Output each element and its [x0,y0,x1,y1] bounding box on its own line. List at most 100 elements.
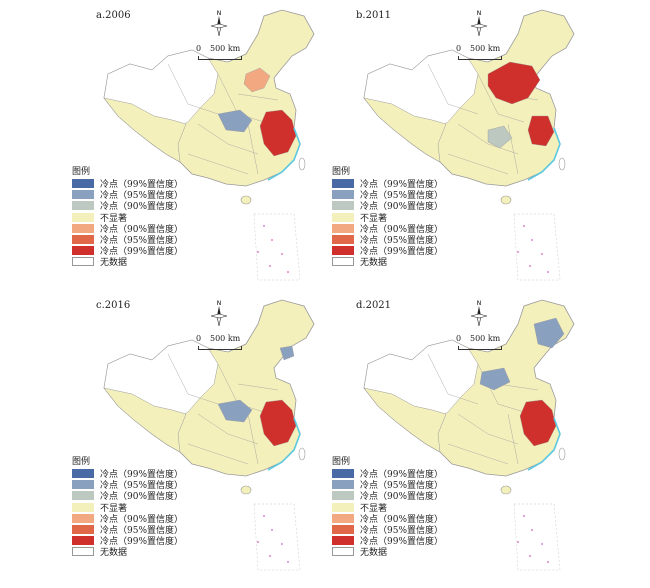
island-dot [541,253,543,255]
north-arrow [217,16,221,26]
legend-item: 冷点（95%置信度） [332,234,444,247]
legend-item: 冷点（90%置信度） [332,513,443,525]
panel-title: c.2016 [96,300,131,311]
legend-label: 无数据 [360,258,388,269]
china-map [103,9,315,281]
legend-swatch [332,190,354,200]
legend-item: 冷点（99%置信度） [72,178,183,190]
map-panel-2006: a.2006 N 0 500 km 图例 冷点（99%置信度） 冷点（95%置信度）… [68,4,328,289]
scale-line [458,346,502,350]
boundary-line [197,123,259,155]
coldspot-center [217,399,253,423]
map-panel-2016: c.2016 N 0 500 km 图例 冷点（99%置信度） 冷点（95%置信度）… [68,294,328,579]
legend-swatch [332,257,354,267]
legend-swatch [332,513,354,523]
island-dot [269,555,271,557]
legend-item: 冷点（99%置信度） [72,535,184,548]
coldspot-north [479,367,511,391]
legend-item: 冷点（99%置信度） [332,178,444,191]
coastline [267,417,301,471]
legend-item: 不显著 [332,212,443,224]
legend-item: 冷点（95%置信度） [72,524,183,536]
legend-swatch [332,469,354,479]
legend-swatch [332,502,354,512]
hainan-island [240,195,252,205]
legend-label: 无数据 [100,548,128,559]
boundary-line [427,63,479,115]
island-dot [281,543,283,545]
scale-label: 500 km [470,334,501,343]
legend-item: 冷点（90%置信度） [72,490,183,502]
coastline [527,127,561,181]
map-panel-2021: d.2021 N 0 500 km 图例 冷点（99%置信度） 冷点（95%置信度）… [328,294,588,579]
legend: 图例 冷点（99%置信度） 冷点（95%置信度） 冷点（90%置信度） 不显著 冷点（90… [332,454,443,558]
south-sea-boundary [253,503,301,571]
island-dot [529,265,531,267]
island-dot [271,529,273,531]
legend-item: 无数据 [72,546,183,559]
legend-label: 无数据 [100,258,128,269]
china-map [363,9,575,281]
north-label: N [477,300,482,307]
north-arrow [477,306,481,316]
legend-swatch [72,480,94,490]
scale-line [198,346,242,350]
island-dot [531,529,533,531]
scale-label: 500 km [470,44,501,53]
hainan-island [240,485,252,495]
island-dot [287,271,289,273]
boundary-line [167,63,219,115]
legend-item: 不显著 [72,502,183,514]
island-dot [271,239,273,241]
island-dot [529,555,531,557]
legend-item: 不显著 [332,502,443,514]
scale-bar: 0 500 km [456,334,526,352]
legend-swatch [332,235,354,245]
hainan-island [500,485,512,495]
legend-item: 冷点（90%置信度） [72,513,183,525]
legend-item: 冷点（90%置信度） [332,490,443,502]
legend-label: 不显著 [100,213,128,224]
boundary-line [427,353,479,405]
legend-label: 冷点（99%置信度） [100,537,184,548]
hainan-island [500,195,512,205]
legend-item: 冷点（90%置信度） [72,223,183,235]
legend-swatch [72,525,94,535]
map-layers [363,9,575,281]
legend-item: 冷点（90%置信度） [72,200,183,212]
legend: 图例 冷点（99%置信度） 冷点（95%置信度） 冷点（90%置信度） 不显著 冷点（90… [332,164,443,268]
legend-label: 冷点（99%置信度） [360,180,444,191]
island-dot [517,251,519,253]
legend-item: 冷点（95%置信度） [72,189,183,201]
hotspot-north [243,67,271,93]
legend-item: 冷点（99%置信度） [332,245,443,257]
legend-swatch [72,212,94,222]
coldspot-northeast [533,317,565,349]
legend-label: 冷点（95%置信度） [360,236,444,247]
island-dot [523,515,525,517]
coastline [267,127,301,181]
scale-line [458,56,502,60]
island-dot [257,541,259,543]
region-not-significant [103,387,187,453]
legend-label: 冷点（99%置信度） [100,470,184,481]
taiwan-island [298,157,306,171]
legend-label: 无数据 [360,548,388,559]
legend-label: 不显著 [360,213,388,224]
legend-label: 冷点（99%置信度） [100,247,184,258]
scale-zero: 0 [456,334,462,343]
legend-swatch [332,525,354,535]
taiwan-island [558,157,566,171]
legend-swatch [332,491,354,501]
boundary-line [237,93,279,101]
legend-label: 冷点（95%置信度） [100,236,184,247]
legend-swatch [332,536,354,546]
scale-zero: 0 [456,44,462,53]
boundary-line [447,153,509,175]
hotspot-east [259,399,297,447]
map-layers [103,9,315,281]
legend-title: 图例 [332,167,351,177]
north-arrow-icon: N [208,8,230,38]
legend-item: 冷点（95%置信度） [332,189,443,201]
island-dot [517,541,519,543]
